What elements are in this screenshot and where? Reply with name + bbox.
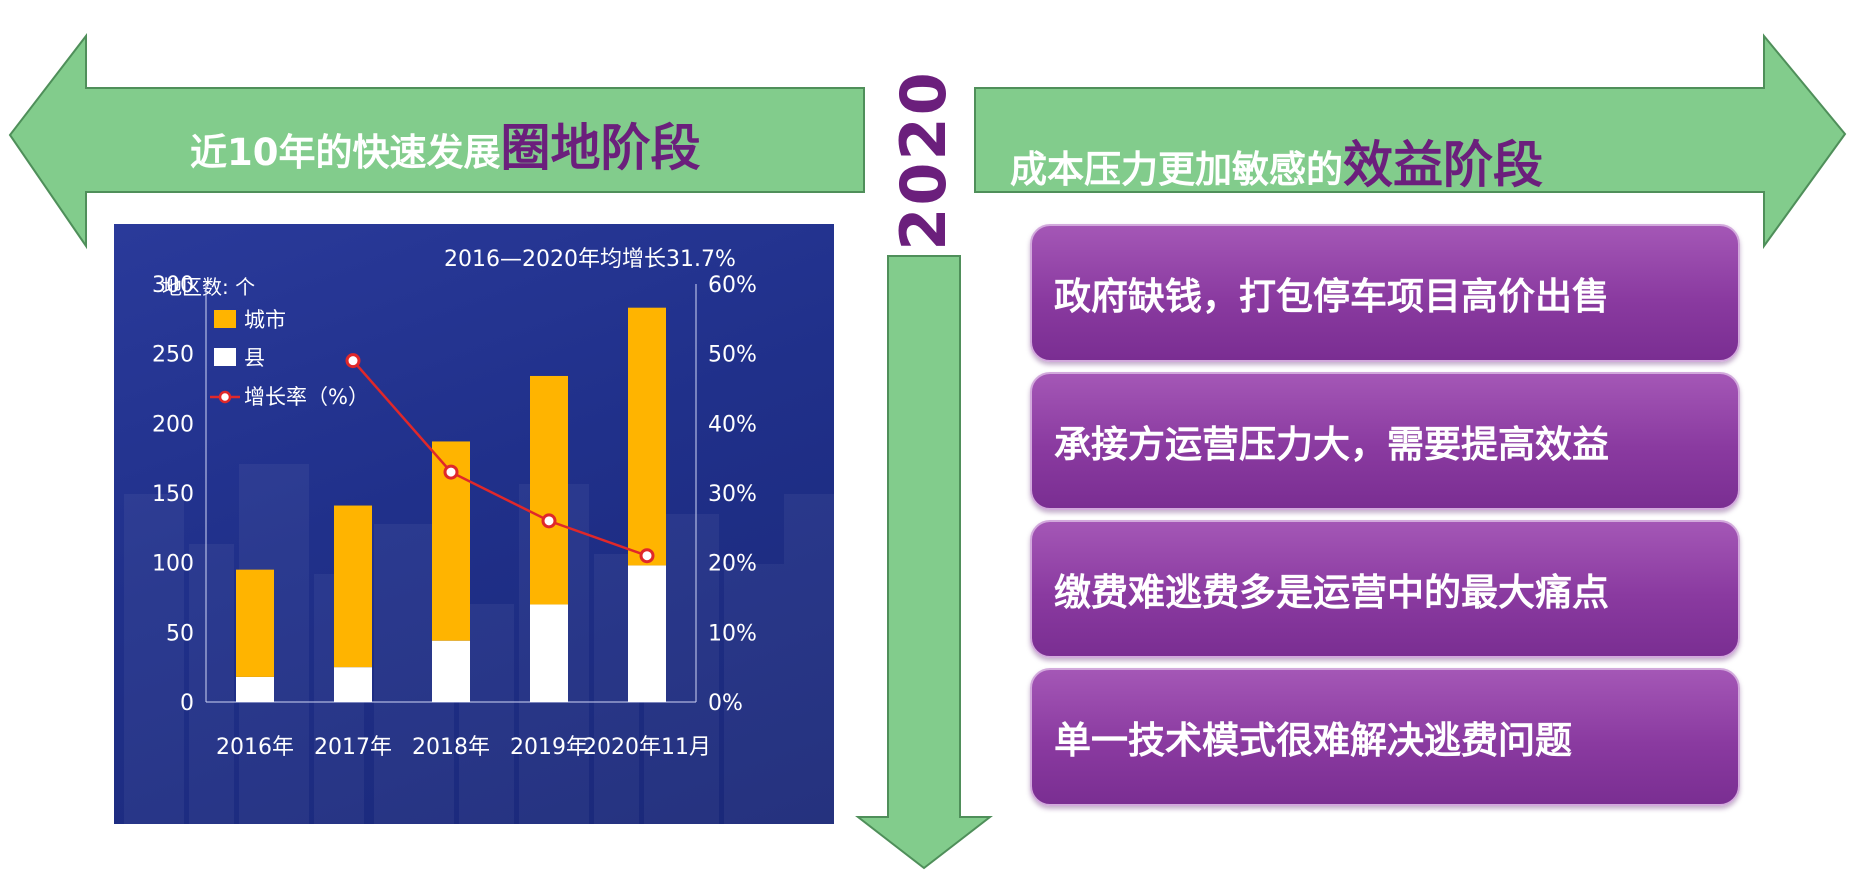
y-tick-label: 100	[152, 552, 194, 577]
year-label: 2020	[886, 69, 960, 251]
pain-point-text-1: 政府缺钱，打包停车项目高价出售	[1054, 275, 1609, 318]
pain-point-text-4: 单一技术模式很难解决逃费问题	[1054, 719, 1572, 762]
chart-axes: 0 50 100 150 200 250 300 0% 10% 20% 30% 40% 50% 60% 20…	[152, 273, 757, 760]
right-arrow	[974, 33, 1847, 250]
bar-county	[432, 640, 470, 702]
left-stage-text: 近10年的快速发展	[190, 131, 501, 174]
left-arrow	[8, 33, 865, 250]
chart-bars	[236, 307, 666, 702]
y-axis-label: 地区数: 个	[162, 275, 255, 299]
skyline-building	[784, 494, 834, 824]
x-tick-label: 2017年	[314, 735, 392, 760]
y2-tick-label: 30%	[708, 482, 757, 507]
chart-panel: 2016—2020年均增长31.7% 地区数: 个 0 50 100 150 200 25…	[114, 224, 834, 824]
growth-rate-point	[639, 548, 655, 564]
legend-swatch-city	[214, 310, 236, 328]
right-stage-accent: 效益阶段	[1343, 136, 1543, 194]
legend-label-county: 县	[244, 346, 265, 370]
pain-point-text-3: 缴费难逃费多是运营中的最大痛点	[1054, 571, 1609, 614]
growth-rate-point	[541, 513, 557, 529]
pain-point-text-2: 承接方运营压力大，需要提高效益	[1054, 423, 1609, 466]
pain-point-card-1: 政府缺钱，打包停车项目高价出售	[1030, 224, 1740, 362]
bar-city	[334, 505, 372, 668]
y-tick-label: 200	[152, 412, 194, 437]
skyline-building	[189, 544, 234, 824]
right-stage-banner: 成本压力更加敏感的效益阶段	[1010, 125, 1543, 197]
growth-rate-point	[443, 464, 459, 480]
legend-swatch-county	[214, 348, 236, 366]
y2-tick-label: 20%	[708, 552, 757, 577]
bar-city	[628, 307, 666, 566]
skyline-building	[124, 494, 184, 824]
bar-county	[628, 565, 666, 702]
y2-tick-label: 10%	[708, 621, 757, 646]
bar-city	[236, 569, 274, 677]
skyline-building	[724, 564, 784, 824]
chart-title: 2016—2020年均增长31.7%	[444, 247, 736, 272]
bar-county	[530, 604, 568, 702]
right-stage-text: 成本压力更加敏感的	[1010, 148, 1343, 191]
growth-rate-point	[345, 353, 361, 369]
y2-tick-label: 0%	[708, 691, 743, 716]
y-tick-label: 250	[152, 343, 194, 368]
chart-background	[124, 464, 834, 824]
left-stage-accent: 圈地阶段	[500, 119, 701, 177]
y-tick-label: 0	[180, 691, 194, 716]
bar-county	[236, 676, 274, 702]
growth-rate-line	[352, 359, 648, 557]
pain-point-card-2: 承接方运营压力大，需要提高效益	[1030, 372, 1740, 510]
x-tick-label: 2016年	[216, 735, 294, 760]
legend-label-growth: 增长率（%）	[244, 385, 369, 409]
y2-tick-label: 60%	[708, 273, 757, 298]
year-label-container: 2020	[873, 70, 973, 251]
chart-growth-line	[345, 353, 655, 564]
y2-tick-label: 50%	[708, 343, 757, 368]
y-tick-label: 50	[166, 621, 194, 646]
left-stage-banner: 近10年的快速发展圈地阶段	[190, 108, 701, 180]
x-tick-label: 2020年11月	[583, 735, 711, 760]
legend-label-city: 城市	[244, 308, 286, 332]
x-tick-label: 2018年	[412, 735, 490, 760]
growth-chart: 2016—2020年均增长31.7% 地区数: 个 0 50 100 150 200 25…	[124, 247, 834, 824]
pain-point-card-4: 单一技术模式很难解决逃费问题	[1030, 668, 1740, 806]
pain-point-card-3: 缴费难逃费多是运营中的最大痛点	[1030, 520, 1740, 658]
down-arrow	[855, 255, 993, 870]
legend-swatch-growth-point	[218, 390, 232, 404]
x-tick-label: 2019年	[510, 735, 588, 760]
bar-county	[334, 667, 372, 702]
y-tick-label: 150	[152, 482, 194, 507]
bar-city	[530, 375, 568, 605]
y-tick-label: 300	[152, 273, 194, 298]
y2-tick-label: 40%	[708, 412, 757, 437]
